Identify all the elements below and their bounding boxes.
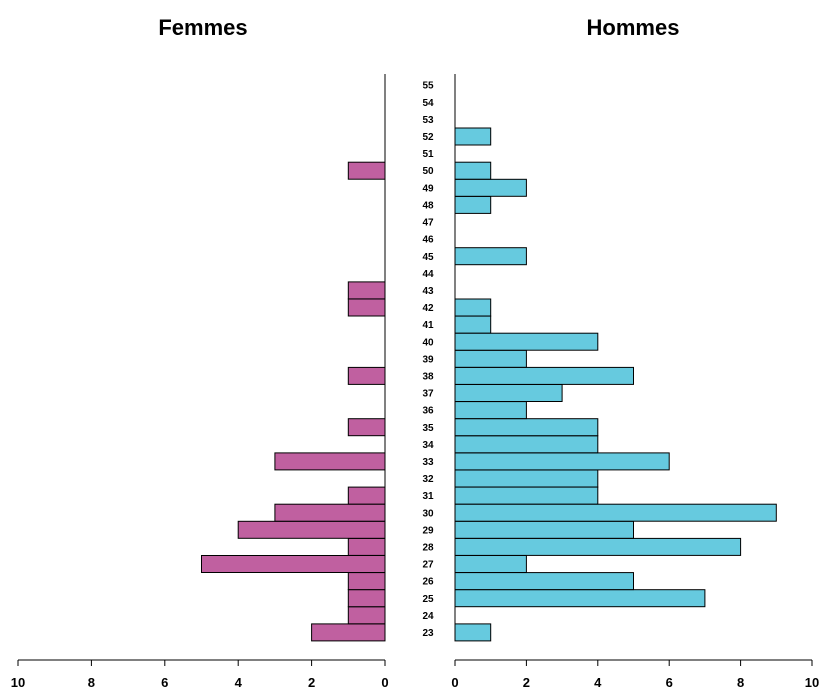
hommes-bar-age-36 <box>454 401 527 420</box>
hommes-bar-age-32 <box>454 469 599 488</box>
left-panel-title: Femmes <box>158 15 247 40</box>
left-axis-tick-label: 8 <box>88 675 95 690</box>
age-label-38: 38 <box>422 371 434 382</box>
age-label-26: 26 <box>422 577 434 588</box>
hommes-bar-age-42 <box>454 298 492 317</box>
hommes-bar-age-39 <box>454 349 527 368</box>
age-label-48: 48 <box>422 200 434 211</box>
femmes-bar-age-29 <box>237 520 386 539</box>
left-axis-tick-label: 4 <box>235 675 243 690</box>
right-panel-title: Hommes <box>587 15 680 40</box>
hommes-bar-age-49 <box>454 178 527 197</box>
age-label-39: 39 <box>422 354 434 365</box>
left-axis-tick-label: 0 <box>381 675 388 690</box>
age-label-32: 32 <box>422 474 434 485</box>
hommes-bar-age-28 <box>454 537 742 556</box>
femmes-bar-age-24 <box>347 606 386 625</box>
femmes-bar-age-28 <box>347 537 386 556</box>
femmes-bar-age-25 <box>347 589 386 608</box>
age-label-41: 41 <box>422 320 434 331</box>
femmes-bar-age-42 <box>347 298 386 317</box>
age-label-37: 37 <box>422 389 434 400</box>
age-label-30: 30 <box>422 508 434 519</box>
hommes-bar-age-35 <box>454 418 599 437</box>
age-labels: 23 24 25 26 27 28 29 30 31 32 33 34 35 36 37 38 39 40 41 42… <box>422 81 434 639</box>
hommes-bar-age-26 <box>454 572 634 591</box>
right-axis-tick-label: 6 <box>666 675 673 690</box>
hommes-bar-age-27 <box>454 555 527 573</box>
hommes-bar-age-45 <box>454 247 527 266</box>
hommes-bar-age-38 <box>454 366 634 385</box>
femmes-bar-age-38 <box>347 366 386 385</box>
age-label-27: 27 <box>422 560 434 571</box>
hommes-bar-age-40 <box>454 332 599 351</box>
femmes-bar-age-23 <box>311 623 386 642</box>
age-label-28: 28 <box>422 542 434 553</box>
femmes-bar-age-26 <box>347 572 386 591</box>
age-label-50: 50 <box>422 166 434 177</box>
right-axis-tick-label: 8 <box>737 675 744 690</box>
femmes-bar-age-50 <box>347 161 386 180</box>
right-axis-tick-label: 2 <box>523 675 530 690</box>
hommes-bar-age-29 <box>454 520 634 539</box>
age-label-29: 29 <box>422 525 434 536</box>
hommes-bar-age-41 <box>454 315 492 334</box>
hommes-bar-age-34 <box>454 435 599 454</box>
hommes-bar-age-52 <box>454 127 492 146</box>
age-label-52: 52 <box>422 132 434 143</box>
left-axis-tick-label: 6 <box>161 675 168 690</box>
age-label-44: 44 <box>422 269 434 280</box>
hommes-bar-age-30 <box>454 503 777 522</box>
age-label-24: 24 <box>422 611 434 622</box>
hommes-bar-age-33 <box>454 452 670 471</box>
age-label-55: 55 <box>422 81 434 92</box>
age-label-54: 54 <box>422 98 434 109</box>
age-label-31: 31 <box>422 491 434 502</box>
hommes-bar-age-23 <box>454 623 492 642</box>
femmes-bar-age-43 <box>347 281 386 300</box>
age-label-33: 33 <box>422 457 434 468</box>
age-label-53: 53 <box>422 115 434 126</box>
age-label-36: 36 <box>422 406 434 417</box>
age-label-43: 43 <box>422 286 434 297</box>
right-axis-tick-label: 4 <box>594 675 602 690</box>
left-x-axis: 10 8 6 4 2 0 <box>11 659 389 690</box>
age-label-34: 34 <box>422 440 434 451</box>
age-label-51: 51 <box>422 149 434 160</box>
femmes-bar-age-30 <box>274 503 386 522</box>
age-label-40: 40 <box>422 337 434 348</box>
age-label-35: 35 <box>422 423 434 434</box>
right-axis-tick-label: 10 <box>805 675 819 690</box>
femmes-bars <box>201 161 386 642</box>
femmes-bar-age-27 <box>201 555 386 573</box>
hommes-bar-age-25 <box>454 589 706 608</box>
age-label-23: 23 <box>422 628 434 639</box>
age-label-42: 42 <box>422 303 434 314</box>
femmes-bar-age-33 <box>274 452 386 471</box>
left-axis-tick-label: 10 <box>11 675 25 690</box>
age-label-25: 25 <box>422 594 434 605</box>
right-x-axis: 0 2 4 6 8 10 <box>451 659 819 690</box>
right-axis-tick-label: 0 <box>451 675 458 690</box>
femmes-bar-age-35 <box>347 418 386 437</box>
age-label-45: 45 <box>422 252 434 263</box>
age-label-49: 49 <box>422 183 434 194</box>
hommes-bar-age-50 <box>454 161 492 180</box>
femmes-bar-age-31 <box>347 486 386 505</box>
hommes-bar-age-48 <box>454 195 492 214</box>
age-label-46: 46 <box>422 235 434 246</box>
hommes-bar-age-31 <box>454 486 599 505</box>
left-axis-tick-label: 2 <box>308 675 315 690</box>
age-label-47: 47 <box>422 218 434 229</box>
hommes-bar-age-37 <box>454 384 563 402</box>
hommes-bars <box>454 127 777 642</box>
